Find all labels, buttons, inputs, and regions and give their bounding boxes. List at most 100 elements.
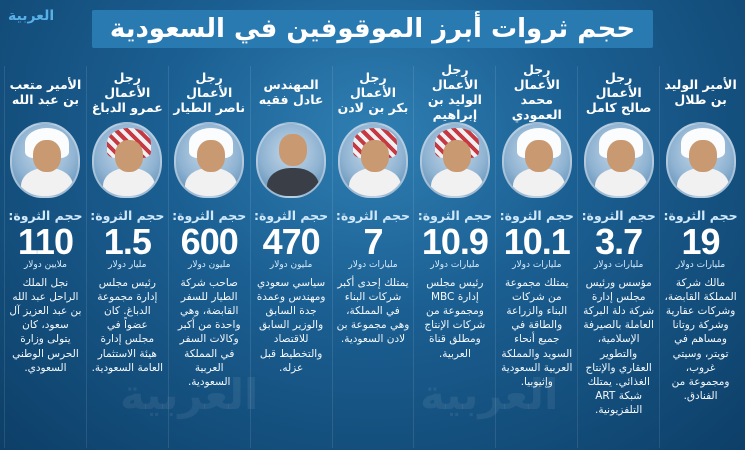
wealth-label: حجم الثروة: (172, 208, 247, 223)
person-name-line1: رجل الأعمال (349, 69, 397, 100)
photo-head (279, 134, 308, 166)
person-photo (501, 122, 572, 198)
wealth-unit: مليار دولار (108, 259, 147, 270)
wealth-value: 600 (180, 221, 239, 262)
photo-head (442, 140, 471, 172)
wealth-unit: مليارات دولار (594, 259, 644, 270)
wealth-label: حجم الثروة: (663, 208, 738, 223)
person-name-line1: رجل الأعمال (595, 69, 642, 100)
person-name-line1: رجل الأعمال (431, 62, 478, 92)
person-card: رجل الأعمال عمرو الدباغ حجم الثروة: 1.5 … (85, 66, 168, 448)
person-description: يمتلك إحدى أكبر شركات البناء في المملكة،… (336, 276, 410, 346)
person-name-line2: بن عبد الله (11, 92, 80, 107)
person-name-line2: محمد العمودي (511, 92, 562, 122)
person-description: رئيس مجلس إدارة MBC ومجموعة من شركات الإ… (424, 276, 486, 360)
logo: العربية (8, 8, 55, 24)
person-photo (583, 122, 654, 198)
person-description: نجل الملك الراحل عبد الله بن عبد العزيز … (9, 276, 82, 374)
photo-head (688, 140, 717, 172)
person-photo (256, 122, 327, 198)
person-card: رجل الأعمال بكر بن لادن حجم الثروة: 7 مل… (331, 66, 414, 448)
person-name: رجل الأعمال ناصر الطيار (169, 66, 250, 118)
wealth-unit: مليارات دولار (430, 259, 480, 270)
person-description: رئيس مجلس إدارة مجموعة الدباغ. كان عضواً… (91, 276, 164, 374)
person-name: رجل الأعمال الوليد بن إبراهيم (414, 62, 495, 122)
watermark: العربية (420, 370, 559, 419)
wealth-unit: مليارات دولار (348, 259, 398, 270)
person-card: رجل الأعمال الوليد بن إبراهيم حجم الثروة… (413, 62, 495, 448)
person-description: يمتلك مجموعة من شركات البناء والزراعة وا… (501, 276, 573, 388)
person-description: مؤسس ورئيس مجلس إدارة شركة دلة البركة ال… (583, 276, 655, 417)
person-name: رجل الأعمال بكر بن لادن (333, 66, 414, 118)
wealth-unit: مليارات دولار (675, 259, 726, 270)
wealth-label: حجم الثروة: (335, 208, 411, 223)
wealth-value: 470 (262, 221, 321, 262)
person-name-line2: بكر بن لادن (337, 99, 409, 115)
photo-head (606, 140, 635, 172)
person-name: الأمير الوليد بن طلال (660, 66, 741, 118)
person-name-line1: الأمير متعب (9, 77, 82, 92)
person-name-line2: صالح كامل (585, 99, 652, 115)
person-name: رجل الأعمال محمد العمودي (496, 62, 577, 122)
wealth-unit: ملايين دولار (23, 259, 67, 270)
person-description: مالك شركة المملكة القابضة، وشركات عقارية… (664, 276, 737, 403)
wealth-value: 3.7 (595, 221, 643, 262)
person-card: رجل الأعمال صالح كامل حجم الثروة: 3.7 مل… (577, 66, 659, 448)
person-card: رجل الأعمال محمد العمودي حجم الثروة: 10.… (495, 62, 577, 448)
person-photo (419, 122, 490, 198)
wealth-value: 19 (681, 221, 721, 262)
photo-head (115, 140, 144, 172)
person-card: الأمير الوليد بن طلال حجم الثروة: 19 ملي… (659, 66, 741, 448)
photo-head (361, 140, 389, 172)
photo-body (594, 168, 647, 196)
person-name-line1: المهندس (263, 77, 319, 92)
person-name-line1: رجل الأعمال (104, 69, 151, 100)
wealth-label: حجم الثروة: (499, 208, 574, 223)
wealth-unit: مليارات دولار (512, 259, 562, 270)
photo-head (524, 140, 553, 172)
person-name-line2: ناصر الطيار (173, 99, 246, 115)
photo-body (512, 168, 565, 196)
wealth-label: حجم الثروة: (581, 208, 656, 223)
wealth-label: حجم الثروة: (90, 208, 165, 223)
photo-head (197, 140, 226, 172)
wealth-label: حجم الثروة: (417, 208, 492, 223)
wealth-label: حجم الثروة: (8, 208, 83, 223)
wealth-value: 7 (363, 221, 383, 262)
header: حجم ثروات أبرز الموقوفين في السعودية (0, 6, 745, 52)
photo-head (33, 140, 62, 172)
person-name-line2: عادل فقيه (258, 92, 324, 107)
photo-body (349, 168, 401, 196)
person-name-line2: الوليد بن إبراهيم (427, 92, 482, 122)
wealth-value: 110 (17, 221, 74, 262)
wealth-unit: مليون دولار (187, 259, 231, 270)
photo-body (185, 168, 238, 196)
person-photo (338, 122, 408, 198)
person-name-line1: رجل الأعمال (513, 62, 560, 92)
wealth-unit: مليون دولار (269, 259, 313, 270)
person-name: الأمير متعب بن عبد الله (5, 66, 86, 118)
photo-body (676, 168, 729, 196)
person-name-line2: بن طلال (674, 92, 727, 107)
people-grid: الأمير الوليد بن طلال حجم الثروة: 19 ملي… (3, 62, 741, 448)
person-photo (10, 122, 81, 198)
person-name-line1: رجل الأعمال (186, 69, 233, 100)
wealth-value: 10.9 (421, 221, 489, 262)
person-photo (92, 122, 163, 198)
person-card: الأمير متعب بن عبد الله حجم الثروة: 110 … (3, 66, 86, 448)
person-card: المهندس عادل فقيه حجم الثروة: 470 مليون … (249, 66, 332, 448)
person-card: رجل الأعمال ناصر الطيار حجم الثروة: 600 … (167, 66, 250, 448)
wealth-value: 10.1 (503, 221, 571, 262)
person-photo (174, 122, 245, 198)
person-name: رجل الأعمال صالح كامل (578, 66, 659, 118)
person-name-line2: عمرو الدباغ (91, 99, 163, 115)
photo-body (103, 168, 156, 196)
person-name: رجل الأعمال عمرو الدباغ (87, 66, 168, 118)
wealth-value: 1.5 (103, 221, 152, 262)
person-photo (665, 122, 736, 198)
page-title: حجم ثروات أبرز الموقوفين في السعودية (91, 10, 654, 48)
photo-body (21, 168, 74, 196)
wealth-label: حجم الثروة: (254, 208, 329, 223)
photo-body (267, 168, 320, 196)
